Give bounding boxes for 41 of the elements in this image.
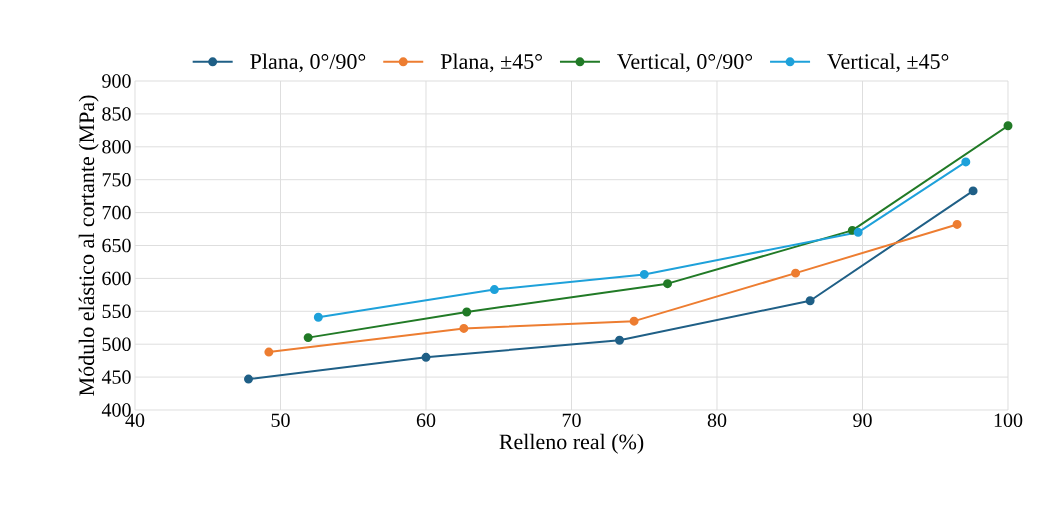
x-tick-label: 70 bbox=[562, 413, 581, 428]
x-tick-label: 60 bbox=[416, 413, 436, 428]
legend-label: Vertical, ±45° bbox=[827, 53, 949, 73]
legend-label: Plana, 0°/90° bbox=[250, 53, 366, 73]
point bbox=[489, 285, 499, 295]
y-tick-label: 800 bbox=[102, 140, 131, 154]
y-tick-label: 450 bbox=[101, 370, 131, 384]
x-tick-label: 80 bbox=[707, 413, 727, 428]
point bbox=[639, 269, 649, 279]
y-tick-label: 900 bbox=[102, 74, 131, 88]
x-tick-label: 100 bbox=[994, 413, 1023, 428]
x-axis-title: Relleno real (%) bbox=[499, 433, 644, 454]
legend-label: Plana, ±45° bbox=[440, 53, 542, 73]
point bbox=[968, 186, 978, 196]
y-tick-label: 500 bbox=[102, 337, 131, 351]
point bbox=[663, 279, 673, 289]
y-tick-label: 700 bbox=[102, 205, 131, 220]
point bbox=[421, 352, 431, 362]
x-tick-label: 50 bbox=[271, 413, 290, 428]
point bbox=[853, 227, 863, 237]
point bbox=[952, 219, 962, 229]
x-tick-label: 90 bbox=[853, 413, 872, 428]
y-tick-label: 850 bbox=[102, 107, 131, 121]
point bbox=[264, 347, 274, 357]
legend-label: Vertical, 0°/90° bbox=[617, 53, 753, 73]
point bbox=[313, 312, 323, 322]
point bbox=[791, 268, 801, 278]
y-tick-label: 650 bbox=[102, 238, 131, 253]
y-tick-label: 550 bbox=[102, 304, 131, 319]
y-tick-label: 750 bbox=[102, 172, 131, 187]
point bbox=[629, 316, 639, 326]
point bbox=[244, 374, 253, 384]
y-axis-title: Módulo elástico al cortante (MPa) bbox=[78, 95, 99, 396]
y-tick-label: 600 bbox=[102, 271, 131, 286]
point bbox=[615, 335, 625, 345]
point bbox=[303, 333, 313, 343]
point bbox=[1003, 121, 1013, 131]
point bbox=[462, 307, 472, 317]
point bbox=[961, 157, 971, 167]
point bbox=[805, 296, 815, 306]
point bbox=[459, 323, 469, 333]
